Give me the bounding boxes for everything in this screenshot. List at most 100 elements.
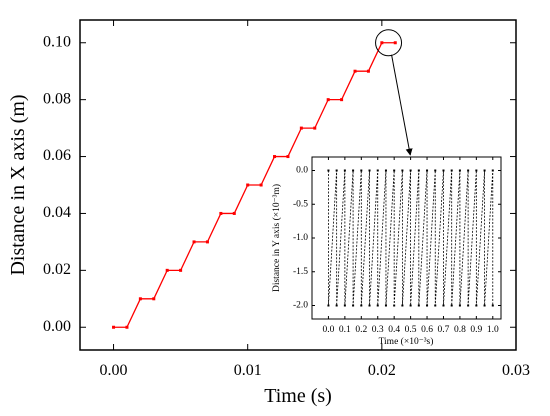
main-axis-ticks: 0.00 0.01 0.02 0.03 0.00 0.02 0.04 0.06 0.08 0.10	[43, 20, 530, 379]
main-series-layer	[112, 41, 397, 329]
main-data-point	[152, 297, 156, 301]
inset-data-point	[335, 169, 338, 172]
inset-data-point	[491, 169, 494, 172]
main-y-tick-label: 0.08	[43, 90, 71, 107]
inset-background	[312, 157, 501, 319]
main-y-tick-label: 0.06	[43, 147, 71, 164]
x-axis-title: Time (s)	[264, 385, 332, 407]
inset-data-point	[467, 304, 470, 307]
inset-data-point	[442, 169, 445, 172]
main-plot-frame	[79, 19, 517, 351]
inset-data-point	[327, 304, 330, 307]
inset-x-tick-label: 0.6	[421, 325, 433, 335]
main-data-point	[232, 211, 236, 215]
inset-x-tick-label: 0.3	[372, 325, 384, 335]
main-data-point	[340, 98, 344, 102]
inset-data-point	[434, 304, 437, 307]
main-x-tick-label: 0.03	[502, 362, 530, 379]
inset-data-point	[393, 304, 396, 307]
inset-x-tick-label: 0.5	[405, 325, 417, 335]
main-data-point	[125, 325, 129, 329]
inset-data-point	[409, 169, 412, 172]
main-plot: 0.00 0.01 0.02 0.030.000.020.040.060.080.10…	[7, 19, 530, 407]
main-x-tick-label: 0.00	[100, 362, 128, 379]
main-data-point	[219, 211, 223, 215]
main-data-point	[205, 240, 209, 244]
inset-y-tick-label: -0.5	[293, 199, 308, 209]
inset-data-point	[483, 304, 486, 307]
main-data-point	[246, 183, 250, 187]
inset-data-point	[417, 169, 420, 172]
inset-data-point	[483, 169, 486, 172]
main-data-point	[366, 69, 370, 73]
inset-x-tick-label: 0.7	[438, 325, 450, 335]
zoom-annotation	[375, 29, 413, 156]
main-data-point	[326, 98, 330, 102]
main-y-tick-label: 0.04	[43, 204, 71, 221]
inset-data-point	[343, 169, 346, 172]
main-data-point	[286, 155, 290, 159]
inset-axis-ticks: 0.0 0.1 0.2 0.3 0.4 0.5 0.6 0.7 0.8 0.9 1.0 0.0 -0.5…	[293, 157, 501, 335]
inset-y-tick-label: -1.5	[293, 267, 308, 277]
inset-data-point	[475, 169, 478, 172]
inset-data-point	[442, 304, 445, 307]
main-x-tick-label: 0.02	[368, 362, 396, 379]
inset-data-point	[450, 169, 453, 172]
inset-data-point	[475, 304, 478, 307]
inset-y-tick-label: 0.0	[296, 166, 308, 176]
inset-data-point	[335, 304, 338, 307]
main-data-point	[353, 69, 357, 73]
inset-data-point	[393, 169, 396, 172]
main-data-point	[112, 325, 116, 329]
inset-data-point	[409, 304, 412, 307]
main-data-point	[259, 183, 263, 187]
inset-x-tick-label: 0.0	[322, 325, 334, 335]
main-data-point	[192, 240, 196, 244]
inset-data-point	[384, 169, 387, 172]
inset-data-point	[360, 304, 363, 307]
inset-y-axis-title: Distance in Y axis (×10⁻³m)	[271, 184, 282, 292]
main-data-point	[380, 41, 384, 45]
main-data-point	[165, 268, 169, 272]
main-series-line	[113, 42, 396, 328]
inset-data-point	[401, 304, 404, 307]
inset-x-tick-label: 0.1	[339, 325, 351, 335]
inset-data-point	[491, 304, 494, 307]
inset-x-tick-label: 1.0	[487, 325, 499, 335]
inset-series-layer	[327, 169, 494, 307]
main-data-point	[299, 126, 303, 130]
inset-data-point	[384, 304, 387, 307]
inset-x-tick-label: 0.9	[470, 325, 482, 335]
zoom-circle	[375, 29, 403, 57]
main-y-tick-label: 0.00	[43, 318, 71, 335]
inset-data-point	[352, 304, 355, 307]
inset-data-point	[417, 304, 420, 307]
inset-data-point	[450, 304, 453, 307]
inset-data-point	[343, 304, 346, 307]
inset-data-point	[352, 169, 355, 172]
zoom-arrow	[391, 54, 413, 156]
inset-data-point	[360, 169, 363, 172]
main-y-tick-label: 0.02	[43, 261, 71, 278]
y-axis-title: Distance in X axis (m)	[7, 94, 29, 275]
inset-data-point	[458, 304, 461, 307]
inset-x-tick-label: 0.2	[355, 325, 367, 335]
inset-data-point	[327, 169, 330, 172]
main-data-point	[393, 41, 397, 45]
inset-data-point	[467, 169, 470, 172]
inset-data-point	[368, 169, 371, 172]
main-x-tick-label: 0.01	[234, 362, 262, 379]
inset-data-point	[376, 169, 379, 172]
inset-data-point	[376, 304, 379, 307]
inset-series-line	[328, 170, 494, 306]
main-y-tick-label: 0.10	[43, 33, 71, 50]
inset-data-point	[401, 169, 404, 172]
inset-data-point	[426, 304, 429, 307]
inset-x-axis-title: Time (×10⁻³s)	[379, 336, 434, 347]
main-data-point	[179, 268, 183, 272]
main-data-point	[313, 126, 317, 130]
inset-y-tick-label: -2.0	[293, 301, 308, 311]
main-data-point	[273, 155, 277, 159]
inset-data-point	[458, 169, 461, 172]
